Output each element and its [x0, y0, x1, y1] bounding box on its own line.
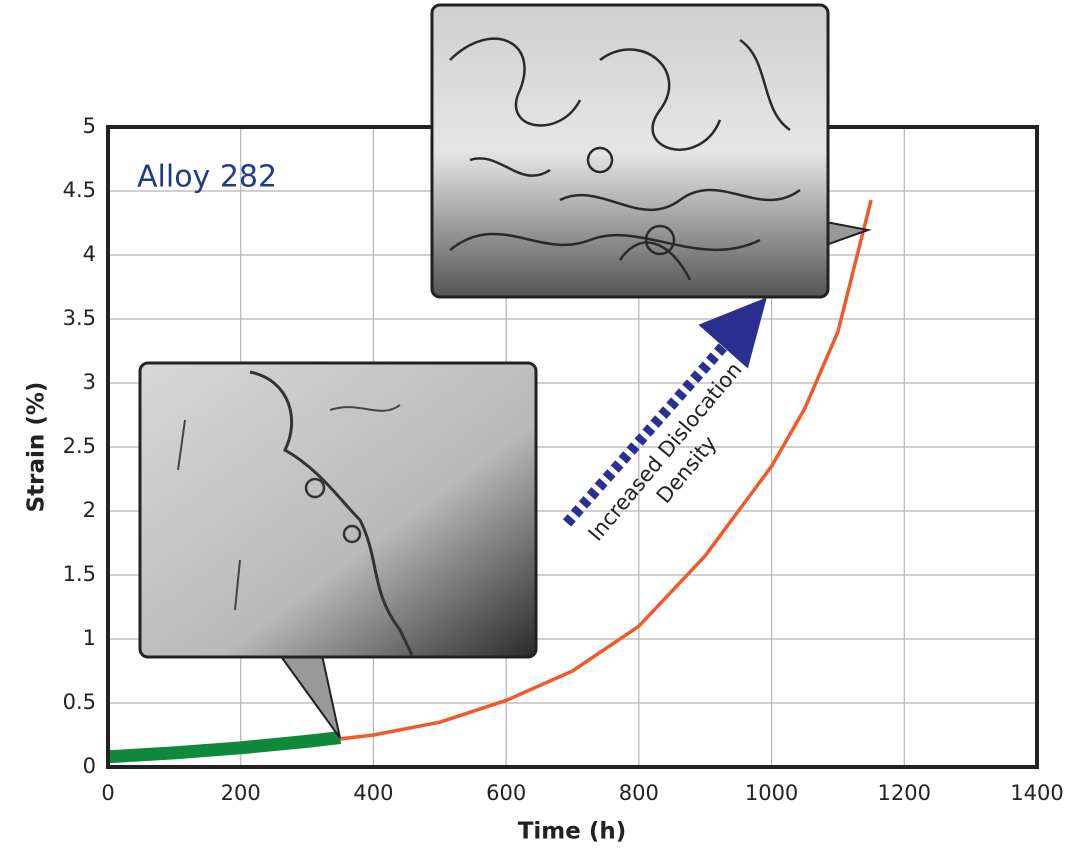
y-tick-label: 2 — [83, 498, 96, 522]
chart: 0 200 400 600 800 1000 1200 1400 0 0.5 1 1.5 2 2.5 3 3.… — [0, 0, 1075, 853]
y-tick-label: 1 — [83, 626, 96, 650]
micrograph-high — [432, 5, 868, 297]
y-tick-label: 5 — [83, 114, 96, 138]
x-tick-label: 600 — [486, 781, 526, 805]
arrow-label: Increased Dislocation Density — [583, 358, 768, 564]
y-tick-label: 0.5 — [63, 690, 96, 714]
x-tick-label: 200 — [221, 781, 261, 805]
y-tick-label: 3.5 — [63, 306, 96, 330]
alloy-label: Alloy 282 — [137, 160, 277, 195]
y-tick-label: 4.5 — [63, 178, 96, 202]
x-tick-label: 0 — [101, 781, 114, 805]
y-tick-label: 3 — [83, 370, 96, 394]
y-tick-label: 0 — [83, 754, 96, 778]
series-line — [108, 738, 340, 757]
arrow-label-line: Increased Dislocation — [583, 358, 746, 546]
y-tick-label: 4 — [83, 242, 96, 266]
x-tick-label: 1200 — [878, 781, 931, 805]
x-tick-label: 400 — [353, 781, 393, 805]
y-axis-label: Strain (%) — [24, 382, 50, 513]
x-axis-label: Time (h) — [518, 819, 627, 845]
y-tick-label: 2.5 — [63, 434, 96, 458]
y-tick-label: 1.5 — [63, 562, 96, 586]
x-tick-label: 1000 — [745, 781, 798, 805]
x-tick-label: 1400 — [1010, 781, 1063, 805]
micrograph-low — [140, 363, 536, 738]
x-tick-label: 800 — [619, 781, 659, 805]
